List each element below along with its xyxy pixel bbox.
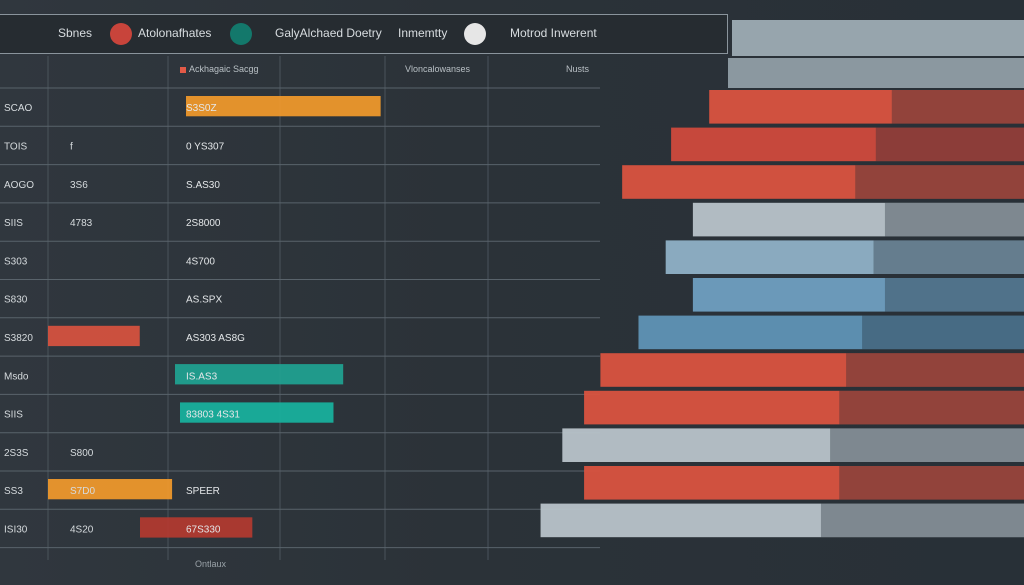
right-bar: [622, 165, 1024, 199]
row-label: S830: [4, 295, 28, 306]
legend-label-sbnes: Sbnes: [58, 26, 93, 40]
row-label: SIIS: [4, 218, 23, 229]
right-bar: [540, 503, 1024, 538]
right-bar: [638, 315, 1024, 350]
right-bar: [692, 278, 1024, 312]
row-col2: S3S0Z: [186, 103, 217, 114]
right-bar-shade: [820, 503, 1024, 538]
row-col2: SPEER: [186, 486, 220, 497]
row-band: [48, 479, 173, 500]
right-bar: [584, 466, 1024, 500]
right-bar-shade: [830, 428, 1024, 462]
right-bar-shade: [839, 466, 1024, 500]
right-bar-shade: [873, 240, 1024, 274]
row-col1: S800: [70, 448, 94, 459]
row-band: [175, 364, 344, 385]
right-bar-shade: [884, 202, 1024, 237]
row-col1: S7D0: [70, 486, 95, 497]
right-bar-shade: [884, 278, 1024, 312]
row-col2: 67S330: [186, 524, 221, 535]
row-label: Msdo: [4, 371, 29, 382]
row-col2: 83803 4S31: [186, 410, 240, 421]
legend-label-galyalchaed: GalyAlchaed Doetry: [275, 26, 382, 40]
right-bar-header: [732, 20, 1024, 56]
right-bar-shade: [875, 127, 1024, 162]
row-label: SIIS: [4, 410, 23, 421]
row-col1: f: [70, 141, 73, 152]
right-bar: [709, 90, 1024, 124]
legend-label-motrod: Motrod Inwerent: [510, 26, 597, 40]
column-header-2: Vloncalowanses: [405, 64, 471, 74]
right-bar-header: [728, 58, 1024, 88]
right-bar-shade: [862, 315, 1024, 350]
column-header-1: Ackhagaic Sacgg: [189, 64, 259, 74]
row-label: S3820: [4, 333, 33, 344]
row-col1: 4S20: [70, 524, 94, 535]
row-label: AOGO: [4, 180, 34, 191]
right-bar-shade: [839, 390, 1024, 425]
right-bar-shade: [891, 90, 1024, 124]
row-label: S303: [4, 256, 28, 267]
row-band: [140, 517, 253, 538]
right-bar: [562, 428, 1024, 462]
row-col2: AS.SPX: [186, 295, 222, 306]
row-col1: 3S6: [70, 180, 88, 191]
right-bar: [692, 202, 1024, 237]
row-label: 2S3S: [4, 448, 29, 459]
header-marker: [180, 67, 186, 73]
right-bar: [600, 353, 1024, 387]
column-header-3: Nusts: [566, 64, 590, 74]
right-bar-shade: [846, 353, 1024, 387]
row-label: TOIS: [4, 141, 27, 152]
row-col2: AS303 AS8G: [186, 333, 245, 344]
right-bar-shade: [855, 165, 1024, 199]
legend-dot-inmemtty: [464, 23, 486, 45]
row-label: SCAO: [4, 103, 33, 114]
right-bar: [665, 240, 1024, 274]
row-col2: 0 YS307: [186, 141, 225, 152]
row-col2: 2S8000: [186, 218, 221, 229]
legend-dot-atolonafhates: [110, 23, 132, 45]
row-band: [48, 325, 140, 347]
footer-label: Ontlaux: [195, 559, 227, 569]
row-col2: S.AS30: [186, 180, 220, 191]
legend-label-inmemtty: Inmemtty: [398, 26, 448, 40]
row-label: SS3: [4, 486, 23, 497]
right-bar: [671, 127, 1024, 162]
row-band: [186, 96, 381, 117]
right-bar: [584, 390, 1024, 425]
row-band: [180, 402, 334, 423]
row-col2: 4S700: [186, 256, 215, 267]
row-label: ISI30: [4, 524, 28, 535]
legend-dot-galyalchaed: [230, 23, 252, 45]
legend-label-atolonafhates: Atolonafhates: [138, 26, 212, 40]
row-col1: 4783: [70, 218, 93, 229]
row-col2: IS.AS3: [186, 371, 218, 382]
